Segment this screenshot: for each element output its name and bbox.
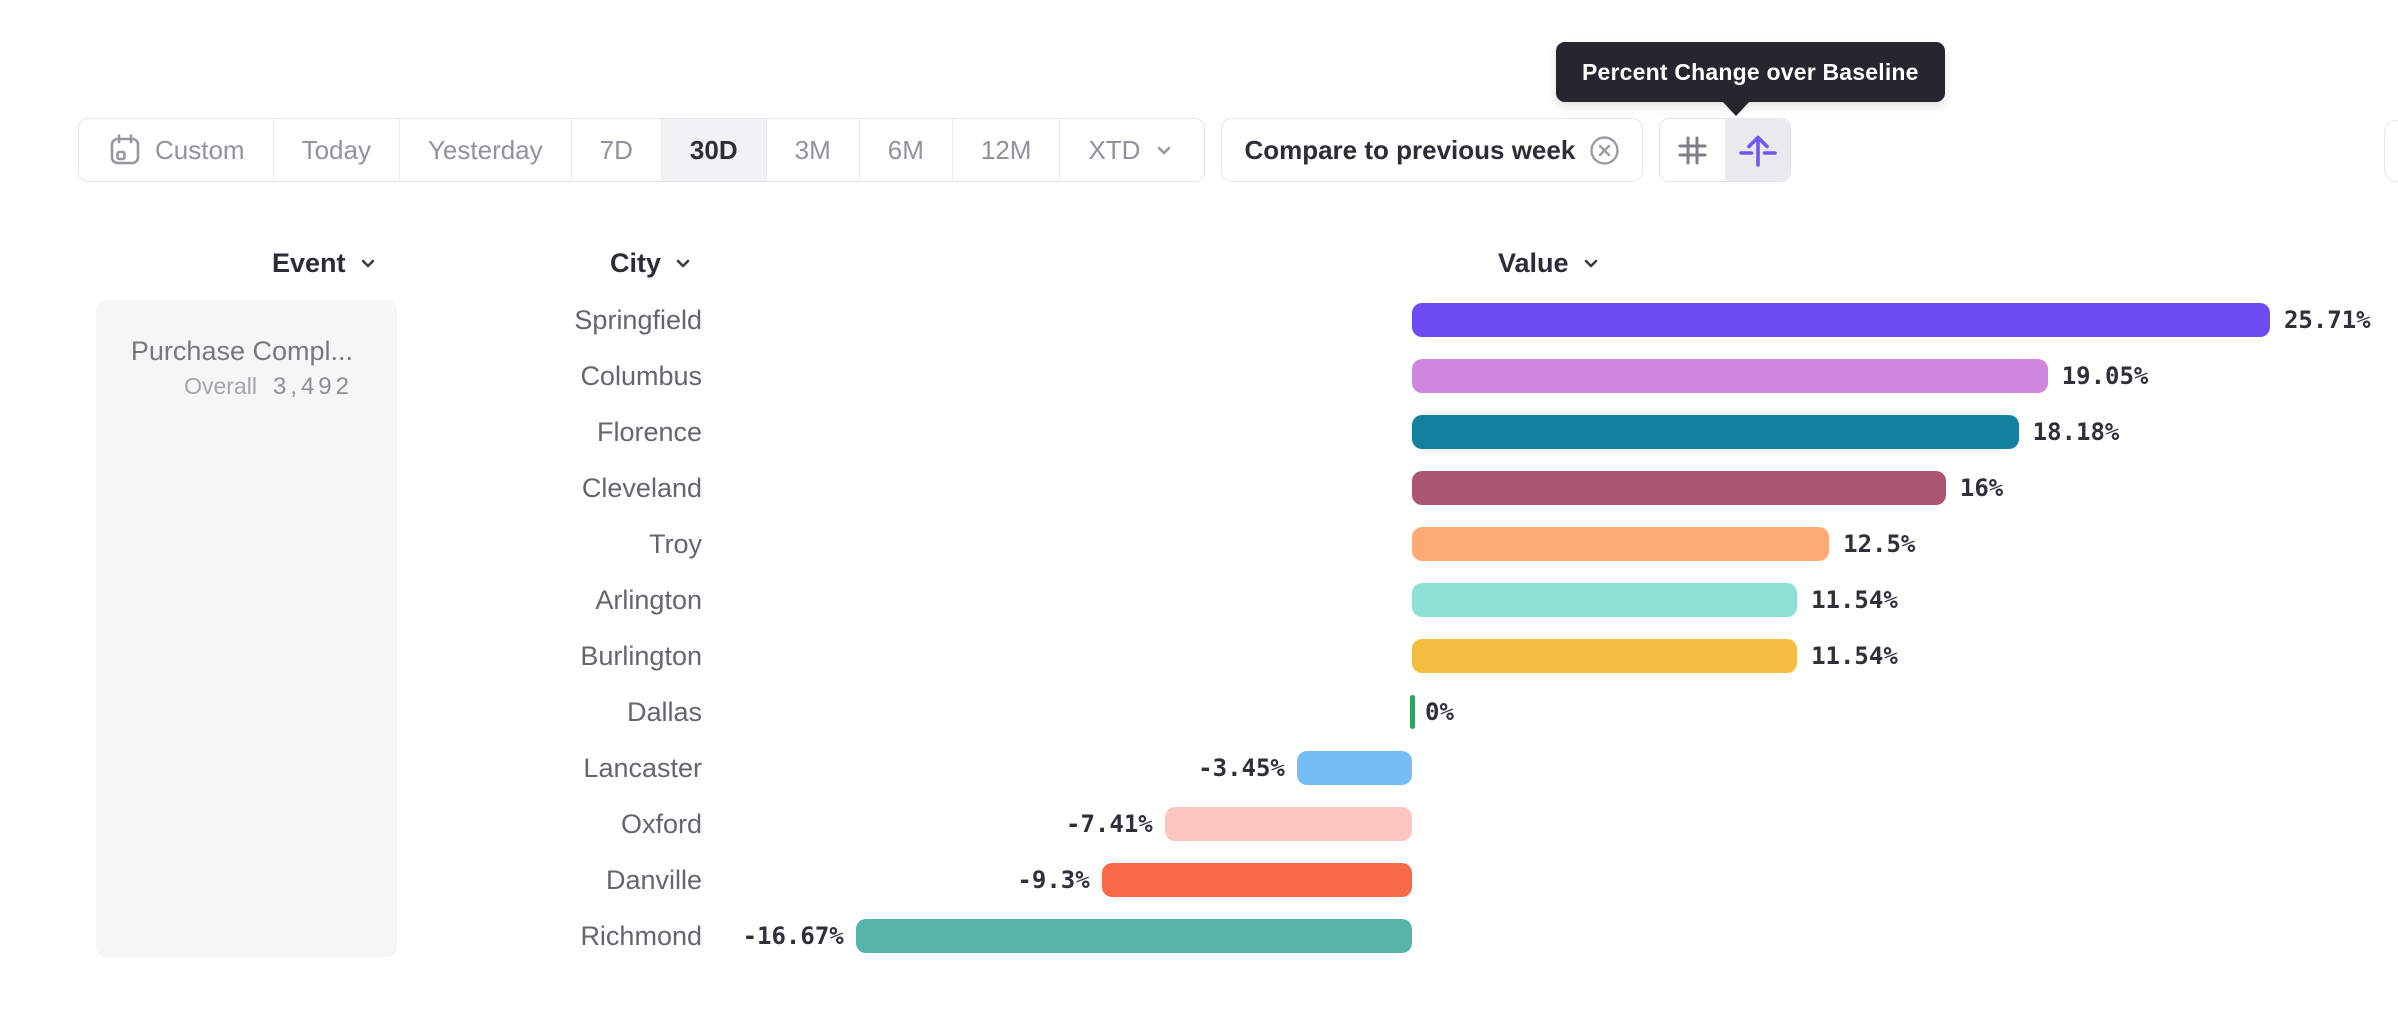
city-label: Cleveland <box>581 473 702 503</box>
city-label: Dallas <box>626 697 702 727</box>
value-label: -7.41% <box>1066 810 1153 838</box>
city-label: Lancaster <box>583 753 702 783</box>
value-label: 19.05% <box>2061 362 2149 390</box>
column-header-city[interactable]: City <box>610 246 695 280</box>
value-label: -3.45% <box>1198 754 1285 782</box>
date-range-label: XTD <box>1088 134 1141 165</box>
value-label: 0% <box>1425 698 1454 726</box>
column-header-label: Value <box>1498 248 1569 278</box>
grid-icon <box>1675 133 1710 168</box>
toolbar: Custom Today Yesterday 7D 30D 3M 6M 12M <box>78 118 1792 182</box>
bar-springfield[interactable] <box>1412 303 2270 337</box>
grid-view-button[interactable] <box>1660 119 1725 181</box>
baseline-lift-view-button[interactable] <box>1725 119 1791 181</box>
overall-label: Overall <box>184 373 257 399</box>
value-label: 11.54% <box>1811 642 1898 670</box>
date-range-6m[interactable]: 6M <box>860 119 953 181</box>
chevron-down-icon <box>1152 138 1176 162</box>
column-header-event[interactable]: Event <box>272 246 380 280</box>
bar-florence[interactable] <box>1412 415 2019 449</box>
city-label: Columbus <box>580 361 702 391</box>
bar-lancaster[interactable] <box>1296 751 1412 785</box>
city-label: Springfield <box>574 305 702 335</box>
date-range-label: Today <box>301 134 371 165</box>
date-range-7d[interactable]: 7D <box>572 119 662 181</box>
overall-value: 3,492 <box>272 373 353 400</box>
tooltip-arrow <box>1721 100 1751 116</box>
date-range-yesterday[interactable]: Yesterday <box>400 119 572 181</box>
city-label: Richmond <box>580 921 702 951</box>
date-range-label: 3M <box>794 134 831 165</box>
city-label: Florence <box>596 417 702 447</box>
bar-dallas[interactable] <box>1410 695 1415 729</box>
value-label: 18.18% <box>2032 418 2120 446</box>
date-range-today[interactable]: Today <box>274 119 400 181</box>
date-range-label: 6M <box>887 134 924 165</box>
baseline-lift-icon <box>1737 129 1779 171</box>
value-label: 12.5% <box>1843 530 1916 558</box>
date-range-label: 7D <box>599 134 633 165</box>
date-range-30d[interactable]: 30D <box>661 119 767 181</box>
chevron-down-icon <box>671 251 695 275</box>
partial-button-right-edge[interactable] <box>2384 120 2398 182</box>
chevron-down-icon <box>356 251 380 275</box>
city-label: Danville <box>605 865 702 895</box>
city-label: Arlington <box>595 585 702 615</box>
bar-troy[interactable] <box>1412 527 1830 561</box>
date-range-3m[interactable]: 3M <box>767 119 860 181</box>
column-header-label: Event <box>272 248 346 278</box>
column-header-value[interactable]: Value <box>1498 246 1603 280</box>
city-label: Burlington <box>580 641 702 671</box>
date-range-label: Custom <box>155 134 245 165</box>
bar-arlington[interactable] <box>1412 583 1798 617</box>
chart-view-toggle <box>1659 118 1792 182</box>
date-range-label: 30D <box>689 134 738 165</box>
bar-richmond[interactable] <box>855 919 1412 953</box>
calendar-icon <box>107 132 143 168</box>
value-label: 11.54% <box>1811 586 1898 614</box>
circle-x-icon[interactable] <box>1589 135 1620 166</box>
comparison-chip[interactable]: Compare to previous week <box>1221 118 1644 182</box>
date-range-custom[interactable]: Custom <box>79 119 274 181</box>
tooltip-percent-change: Percent Change over Baseline <box>1556 42 1945 102</box>
value-label: 25.71% <box>2283 306 2371 334</box>
date-range-label: 12M <box>980 134 1032 165</box>
value-label: 16% <box>1959 474 2004 502</box>
event-overall: Overall 3,492 <box>96 373 353 401</box>
bar-cleveland[interactable] <box>1412 471 1946 505</box>
bar-oxford[interactable] <box>1164 807 1412 841</box>
bar-burlington[interactable] <box>1412 639 1798 673</box>
bar-danville[interactable] <box>1101 863 1412 897</box>
comparison-chip-label: Compare to previous week <box>1244 134 1576 165</box>
city-label: Oxford <box>620 809 702 839</box>
column-header-label: City <box>610 248 662 278</box>
date-range-control: Custom Today Yesterday 7D 30D 3M 6M 12M <box>78 118 1206 182</box>
event-panel[interactable]: Purchase Compl... Overall 3,492 <box>96 300 397 957</box>
event-name: Purchase Compl... <box>130 336 353 366</box>
value-label: -9.3% <box>1017 866 1090 894</box>
date-range-xtd[interactable]: XTD <box>1060 119 1204 181</box>
bar-columbus[interactable] <box>1412 359 2048 393</box>
value-label: -16.67% <box>742 922 844 950</box>
date-range-label: Yesterday <box>427 134 543 165</box>
chevron-down-icon <box>1579 251 1603 275</box>
city-label: Troy <box>649 529 702 559</box>
date-range-12m[interactable]: 12M <box>953 119 1061 181</box>
